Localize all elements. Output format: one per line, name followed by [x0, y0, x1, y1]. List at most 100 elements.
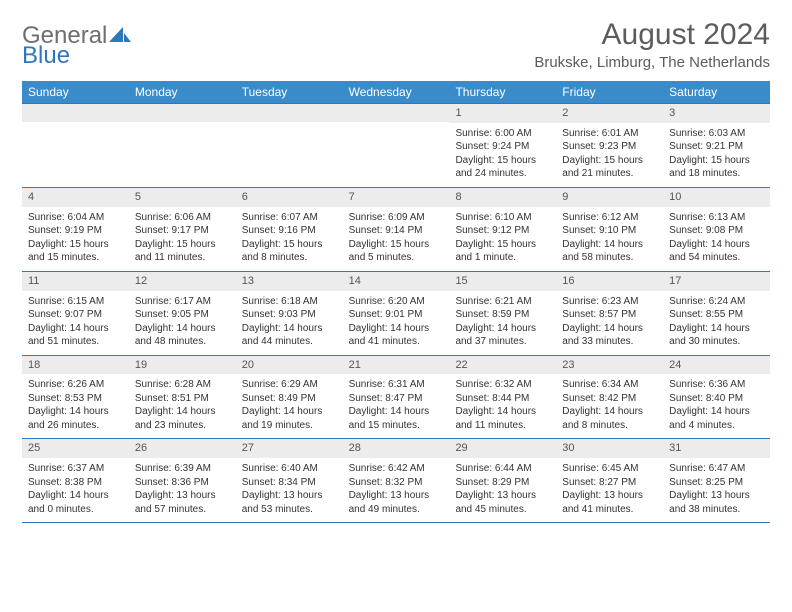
- day-number: 15: [449, 272, 556, 291]
- sunrise-line: Sunrise: 6:42 AM: [349, 462, 444, 476]
- day-data: Sunrise: 6:10 AMSunset: 9:12 PMDaylight:…: [449, 209, 556, 271]
- calendar-cell: 17Sunrise: 6:24 AMSunset: 8:55 PMDayligh…: [663, 272, 770, 355]
- sunset-line: Sunset: 8:25 PM: [669, 476, 764, 490]
- day-data: Sunrise: 6:24 AMSunset: 8:55 PMDaylight:…: [663, 293, 770, 355]
- day-data: Sunrise: 6:18 AMSunset: 9:03 PMDaylight:…: [236, 293, 343, 355]
- sunset-line: Sunset: 8:51 PM: [135, 392, 230, 406]
- sunset-line: Sunset: 9:21 PM: [669, 140, 764, 154]
- sunrise-line: Sunrise: 6:39 AM: [135, 462, 230, 476]
- sunset-line: Sunset: 9:23 PM: [562, 140, 657, 154]
- daylight-line: Daylight: 13 hours and 45 minutes.: [455, 489, 550, 516]
- title-block: August 2024 Brukske, Limburg, The Nether…: [534, 18, 770, 71]
- day-number: 28: [343, 439, 450, 458]
- calendar-cell: 20Sunrise: 6:29 AMSunset: 8:49 PMDayligh…: [236, 356, 343, 439]
- day-data: Sunrise: 6:28 AMSunset: 8:51 PMDaylight:…: [129, 376, 236, 438]
- daylight-line: Daylight: 14 hours and 19 minutes.: [242, 405, 337, 432]
- page-subtitle: Brukske, Limburg, The Netherlands: [534, 54, 770, 71]
- sunrise-line: Sunrise: 6:23 AM: [562, 295, 657, 309]
- sunrise-line: Sunrise: 6:40 AM: [242, 462, 337, 476]
- day-data: Sunrise: 6:45 AMSunset: 8:27 PMDaylight:…: [556, 460, 663, 522]
- daylight-line: Daylight: 14 hours and 41 minutes.: [349, 322, 444, 349]
- daylight-line: Daylight: 15 hours and 11 minutes.: [135, 238, 230, 265]
- sunset-line: Sunset: 8:36 PM: [135, 476, 230, 490]
- calendar-cell: 7Sunrise: 6:09 AMSunset: 9:14 PMDaylight…: [343, 188, 450, 271]
- sunrise-line: Sunrise: 6:21 AM: [455, 295, 550, 309]
- day-number: 13: [236, 272, 343, 291]
- calendar-day-header: Sunday Monday Tuesday Wednesday Thursday…: [22, 81, 770, 103]
- sunrise-line: Sunrise: 6:31 AM: [349, 378, 444, 392]
- calendar-cell: [343, 104, 450, 187]
- sunrise-line: Sunrise: 6:44 AM: [455, 462, 550, 476]
- sunrise-line: Sunrise: 6:34 AM: [562, 378, 657, 392]
- sunrise-line: Sunrise: 6:03 AM: [669, 127, 764, 141]
- day-number: 21: [343, 356, 450, 375]
- sunset-line: Sunset: 8:55 PM: [669, 308, 764, 322]
- sunset-line: Sunset: 8:42 PM: [562, 392, 657, 406]
- calendar-cell: 9Sunrise: 6:12 AMSunset: 9:10 PMDaylight…: [556, 188, 663, 271]
- day-number: 26: [129, 439, 236, 458]
- calendar-cell: 8 Sunrise: 6:10 AMSunset: 9:12 PMDaylight…: [449, 188, 556, 271]
- day-label: Tuesday: [236, 81, 343, 103]
- calendar-cell: 6Sunrise: 6:07 AMSunset: 9:16 PMDaylight…: [236, 188, 343, 271]
- calendar-cell: [22, 104, 129, 187]
- daylight-line: Daylight: 14 hours and 30 minutes.: [669, 322, 764, 349]
- day-number: 30: [556, 439, 663, 458]
- calendar-cell: 22Sunrise: 6:32 AMSunset: 8:44 PMDayligh…: [449, 356, 556, 439]
- day-data: Sunrise: 6:06 AMSunset: 9:17 PMDaylight:…: [129, 209, 236, 271]
- sunrise-line: Sunrise: 6:12 AM: [562, 211, 657, 225]
- calendar-cell: 1Sunrise: 6:00 AMSunset: 9:24 PMDaylight…: [449, 104, 556, 187]
- calendar-cell: 21 Sunrise: 6:31 AMSunset: 8:47 PMDayligh…: [343, 356, 450, 439]
- daylight-line: Daylight: 14 hours and 11 minutes.: [455, 405, 550, 432]
- calendar-cell: 23Sunrise: 6:34 AMSunset: 8:42 PMDayligh…: [556, 356, 663, 439]
- calendar-cell: 14Sunrise: 6:20 AMSunset: 9:01 PMDayligh…: [343, 272, 450, 355]
- sunrise-line: Sunrise: 6:47 AM: [669, 462, 764, 476]
- sunset-line: Sunset: 8:27 PM: [562, 476, 657, 490]
- calendar-cell: 26Sunrise: 6:39 AMSunset: 8:36 PMDayligh…: [129, 439, 236, 522]
- day-data: Sunrise: 6:44 AMSunset: 8:29 PMDaylight:…: [449, 460, 556, 522]
- day-label: Sunday: [22, 81, 129, 103]
- sunrise-line: Sunrise: 6:26 AM: [28, 378, 123, 392]
- sunset-line: Sunset: 8:47 PM: [349, 392, 444, 406]
- sunset-line: Sunset: 9:10 PM: [562, 224, 657, 238]
- day-number: 31: [663, 439, 770, 458]
- sunrise-line: Sunrise: 6:32 AM: [455, 378, 550, 392]
- calendar-cell: 24Sunrise: 6:36 AMSunset: 8:40 PMDayligh…: [663, 356, 770, 439]
- sunset-line: Sunset: 9:16 PM: [242, 224, 337, 238]
- daylight-line: Daylight: 14 hours and 15 minutes.: [349, 405, 444, 432]
- daylight-line: Daylight: 14 hours and 37 minutes.: [455, 322, 550, 349]
- sunset-line: Sunset: 9:08 PM: [669, 224, 764, 238]
- daylight-line: Daylight: 14 hours and 44 minutes.: [242, 322, 337, 349]
- day-number: 16: [556, 272, 663, 291]
- calendar-cell: 19Sunrise: 6:28 AMSunset: 8:51 PMDayligh…: [129, 356, 236, 439]
- daylight-line: Daylight: 15 hours and 15 minutes.: [28, 238, 123, 265]
- daylight-line: Daylight: 15 hours and 1 minute.: [455, 238, 550, 265]
- calendar-cell: 16Sunrise: 6:23 AMSunset: 8:57 PMDayligh…: [556, 272, 663, 355]
- sunset-line: Sunset: 9:17 PM: [135, 224, 230, 238]
- day-data: Sunrise: 6:09 AMSunset: 9:14 PMDaylight:…: [343, 209, 450, 271]
- sunrise-line: Sunrise: 6:36 AM: [669, 378, 764, 392]
- day-number: [129, 104, 236, 122]
- day-number: 8: [449, 188, 556, 207]
- day-number: 20: [236, 356, 343, 375]
- daylight-line: Daylight: 15 hours and 24 minutes.: [455, 154, 550, 181]
- daylight-line: Daylight: 13 hours and 49 minutes.: [349, 489, 444, 516]
- day-number: 24: [663, 356, 770, 375]
- sunrise-line: Sunrise: 6:00 AM: [455, 127, 550, 141]
- day-number: 18: [22, 356, 129, 375]
- calendar-cell: 15Sunrise: 6:21 AMSunset: 8:59 PMDayligh…: [449, 272, 556, 355]
- sunset-line: Sunset: 8:32 PM: [349, 476, 444, 490]
- calendar-week: 25Sunrise: 6:37 AMSunset: 8:38 PMDayligh…: [22, 439, 770, 523]
- sunrise-line: Sunrise: 6:04 AM: [28, 211, 123, 225]
- sunset-line: Sunset: 9:01 PM: [349, 308, 444, 322]
- sunrise-line: Sunrise: 6:06 AM: [135, 211, 230, 225]
- logo-blue-text: Blue: [22, 42, 70, 70]
- daylight-line: Daylight: 15 hours and 18 minutes.: [669, 154, 764, 181]
- sunrise-line: Sunrise: 6:37 AM: [28, 462, 123, 476]
- day-number: 23: [556, 356, 663, 375]
- sunset-line: Sunset: 9:19 PM: [28, 224, 123, 238]
- calendar-cell: 5Sunrise: 6:06 AMSunset: 9:17 PMDaylight…: [129, 188, 236, 271]
- calendar-week: 11Sunrise: 6:15 AMSunset: 9:07 PMDayligh…: [22, 272, 770, 356]
- daylight-line: Daylight: 15 hours and 8 minutes.: [242, 238, 337, 265]
- calendar-cell: [236, 104, 343, 187]
- sunrise-line: Sunrise: 6:10 AM: [455, 211, 550, 225]
